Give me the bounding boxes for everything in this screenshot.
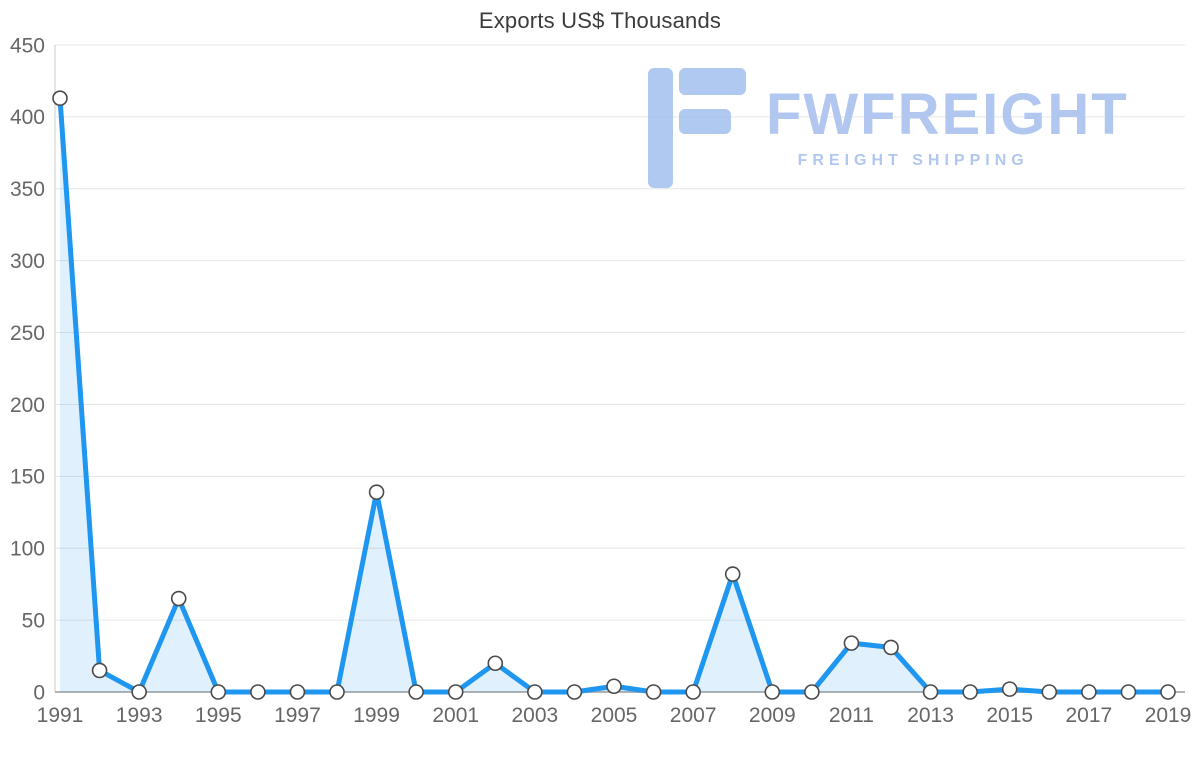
data-point xyxy=(764,684,781,700)
data-point xyxy=(1120,684,1137,700)
x-axis-tick-label: 2017 xyxy=(1065,704,1112,727)
data-point xyxy=(1081,684,1097,700)
y-axis-tick-label: 200 xyxy=(10,394,45,417)
y-axis-tick-label: 400 xyxy=(10,106,45,129)
x-axis-tick-label: 2015 xyxy=(986,704,1033,727)
x-axis-tick-label: 1995 xyxy=(195,704,242,727)
data-point xyxy=(329,684,345,700)
data-point xyxy=(962,684,978,700)
y-axis-tick-label: 350 xyxy=(10,178,45,201)
data-point xyxy=(52,90,68,106)
data-point xyxy=(843,635,860,651)
data-point xyxy=(170,590,187,607)
y-axis-tick-label: 150 xyxy=(10,466,45,489)
data-point xyxy=(527,684,543,700)
data-line xyxy=(57,95,1171,695)
data-point xyxy=(804,684,820,700)
data-point xyxy=(289,684,306,700)
data-point xyxy=(91,662,108,679)
data-point xyxy=(1160,684,1176,700)
data-point xyxy=(1041,684,1058,700)
data-point xyxy=(724,566,741,582)
y-axis-tick-label: 250 xyxy=(10,322,45,345)
data-point xyxy=(566,684,583,700)
x-axis-tick-label: 1991 xyxy=(37,704,84,727)
data-point xyxy=(447,684,464,700)
y-axis-tick-label: 50 xyxy=(22,609,45,632)
data-point xyxy=(645,684,662,700)
data-point xyxy=(1001,681,1018,697)
y-axis-tick-label: 300 xyxy=(10,250,45,273)
x-axis-tick-label: 1997 xyxy=(274,704,321,727)
x-axis-tick-label: 2005 xyxy=(591,704,638,727)
data-point xyxy=(131,684,147,700)
x-axis-tick-label: 2007 xyxy=(670,704,717,727)
x-axis-tick-label: 2011 xyxy=(829,704,874,727)
data-point xyxy=(883,639,899,656)
area-fill xyxy=(60,98,1168,693)
data-point xyxy=(922,684,939,700)
y-axis-tick-label: 450 xyxy=(10,34,45,57)
chart-title: Exports US$ Thousands xyxy=(478,8,722,33)
y-axis-tick-label: 100 xyxy=(10,538,45,561)
data-point xyxy=(487,655,504,672)
x-axis-tick-label: 2013 xyxy=(907,704,954,727)
x-axis-tick-label: 2009 xyxy=(749,704,796,727)
x-axis-tick-label: 1999 xyxy=(353,704,400,727)
data-point xyxy=(368,484,385,500)
x-axis-tick-label: 1993 xyxy=(116,704,163,727)
data-point xyxy=(685,684,701,700)
x-axis-tick-label: 2019 xyxy=(1145,704,1192,727)
x-axis-tick-label: 2003 xyxy=(511,704,558,727)
data-point xyxy=(408,684,424,700)
data-point xyxy=(210,684,227,700)
data-point xyxy=(606,678,622,695)
x-axis-tick-label: 2001 xyxy=(432,704,479,727)
y-axis-tick-label: 0 xyxy=(33,681,45,704)
data-point xyxy=(250,684,266,700)
